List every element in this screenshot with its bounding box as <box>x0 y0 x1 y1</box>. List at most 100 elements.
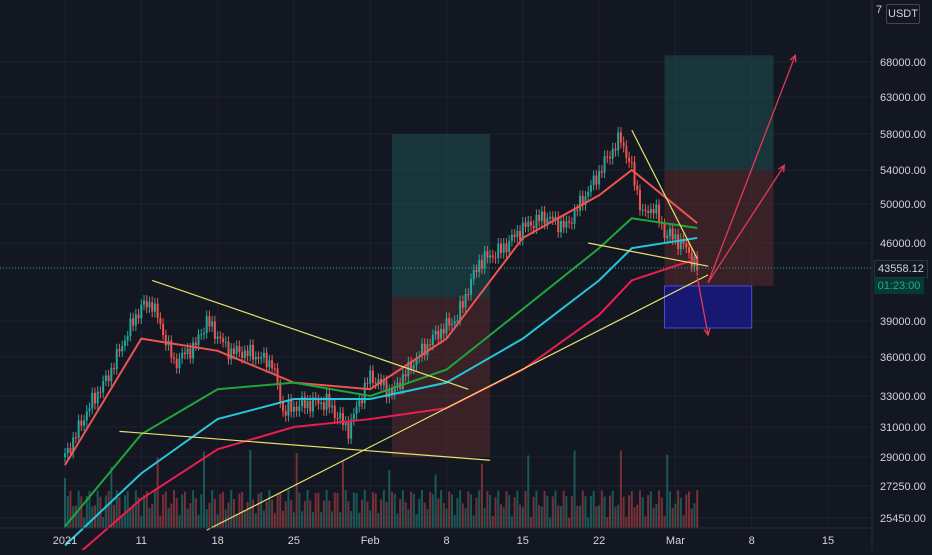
candle-body <box>241 351 244 359</box>
volume-bar <box>426 509 429 528</box>
candle-body <box>464 294 467 308</box>
volume-bar <box>350 511 353 528</box>
candle-body <box>478 260 481 272</box>
candle-body <box>420 343 423 357</box>
candle-body <box>303 396 306 408</box>
candle-body <box>262 352 265 358</box>
candle-body <box>437 330 440 339</box>
volume-bar <box>156 457 159 528</box>
candle-body <box>331 405 334 408</box>
volume-bar <box>696 490 699 528</box>
trendline <box>119 430 491 461</box>
candle-body <box>85 411 88 421</box>
volume-bar <box>230 490 233 528</box>
candle-body <box>74 437 77 439</box>
candle-body <box>164 335 167 346</box>
volume-bar <box>145 491 148 528</box>
candle-body <box>64 453 66 457</box>
candle-body <box>497 243 500 258</box>
volume-bar <box>192 490 195 528</box>
candle-body <box>235 345 238 354</box>
volume-bar <box>399 499 402 528</box>
candle-body <box>410 362 413 369</box>
volume-bar <box>453 515 456 528</box>
price-axis-label: 31000.00 <box>880 422 926 434</box>
volume-bar <box>276 493 279 528</box>
candle-body <box>350 419 353 439</box>
volume-bar <box>475 497 478 528</box>
currency-badge[interactable]: USDT <box>886 4 920 24</box>
volume-bar <box>478 490 481 528</box>
candle-body <box>268 360 271 368</box>
volume-bar <box>134 490 137 528</box>
candle-body <box>361 400 364 404</box>
candle-body <box>633 162 636 186</box>
volume-bar <box>385 501 388 528</box>
volume-bar <box>64 478 66 528</box>
candle-body <box>148 302 151 308</box>
volume-bar <box>658 490 661 528</box>
volume-bar <box>260 492 263 528</box>
volume-bar <box>246 501 249 528</box>
candle-body <box>249 344 252 356</box>
candle-body <box>489 255 492 258</box>
candle-body <box>333 405 336 418</box>
candle-body <box>110 368 113 382</box>
volume-bar <box>500 504 502 528</box>
candle-body <box>587 191 590 197</box>
candle-body <box>535 214 538 229</box>
volume-bar <box>418 498 421 528</box>
volume-bar <box>178 515 181 528</box>
candle-body <box>470 279 473 295</box>
arrow-head <box>789 53 797 63</box>
volume-bar <box>301 511 304 528</box>
volume-bar <box>663 515 666 528</box>
volume-bar <box>609 495 611 528</box>
volume-bar <box>363 490 366 528</box>
candle-body <box>208 316 211 327</box>
volume-bar <box>271 499 274 528</box>
candle-body <box>682 239 685 244</box>
candle-body <box>227 341 230 360</box>
candle-body <box>246 350 249 356</box>
candle-body <box>189 348 192 359</box>
time-axis-label: 15 <box>517 535 529 547</box>
volume-bar <box>143 494 146 528</box>
candle-body <box>102 380 105 393</box>
volume-bar <box>211 490 214 528</box>
volume-bar <box>341 460 344 528</box>
volume-bar <box>442 503 445 528</box>
volume-bar <box>401 490 404 528</box>
volume-bar <box>431 494 434 528</box>
volume-bar <box>655 504 658 528</box>
volume-bar <box>352 492 355 528</box>
volume-bar <box>535 490 538 528</box>
candle-body <box>423 343 426 356</box>
volume-bar <box>377 513 380 528</box>
candle-body <box>459 301 462 321</box>
volume-bar <box>303 500 306 528</box>
price-axis[interactable]: 68000.00 63000.00 58000.00 54000.00 50000.00… <box>880 57 926 525</box>
volume-bar <box>132 504 135 528</box>
volume-bar <box>83 517 86 528</box>
time-axis[interactable]: 2021 11 18 25 Feb 8 15 22 Mar 8 15 <box>53 535 834 547</box>
candle-body <box>292 406 295 412</box>
candle-body <box>93 392 96 404</box>
candle-body <box>456 320 459 322</box>
candle-body <box>472 269 475 280</box>
volume-bar <box>592 490 595 528</box>
candle-body <box>685 243 688 248</box>
candle-body <box>494 257 497 259</box>
candle-body <box>510 234 513 241</box>
volume-bar <box>102 517 105 528</box>
volume-bar <box>603 496 606 528</box>
candle-body <box>622 142 625 147</box>
candle-body <box>371 370 374 383</box>
candle-body <box>107 375 110 382</box>
volume-bar <box>641 497 644 528</box>
volume-bar <box>219 493 222 528</box>
volume-bar <box>391 492 393 528</box>
candle-body <box>636 185 639 190</box>
